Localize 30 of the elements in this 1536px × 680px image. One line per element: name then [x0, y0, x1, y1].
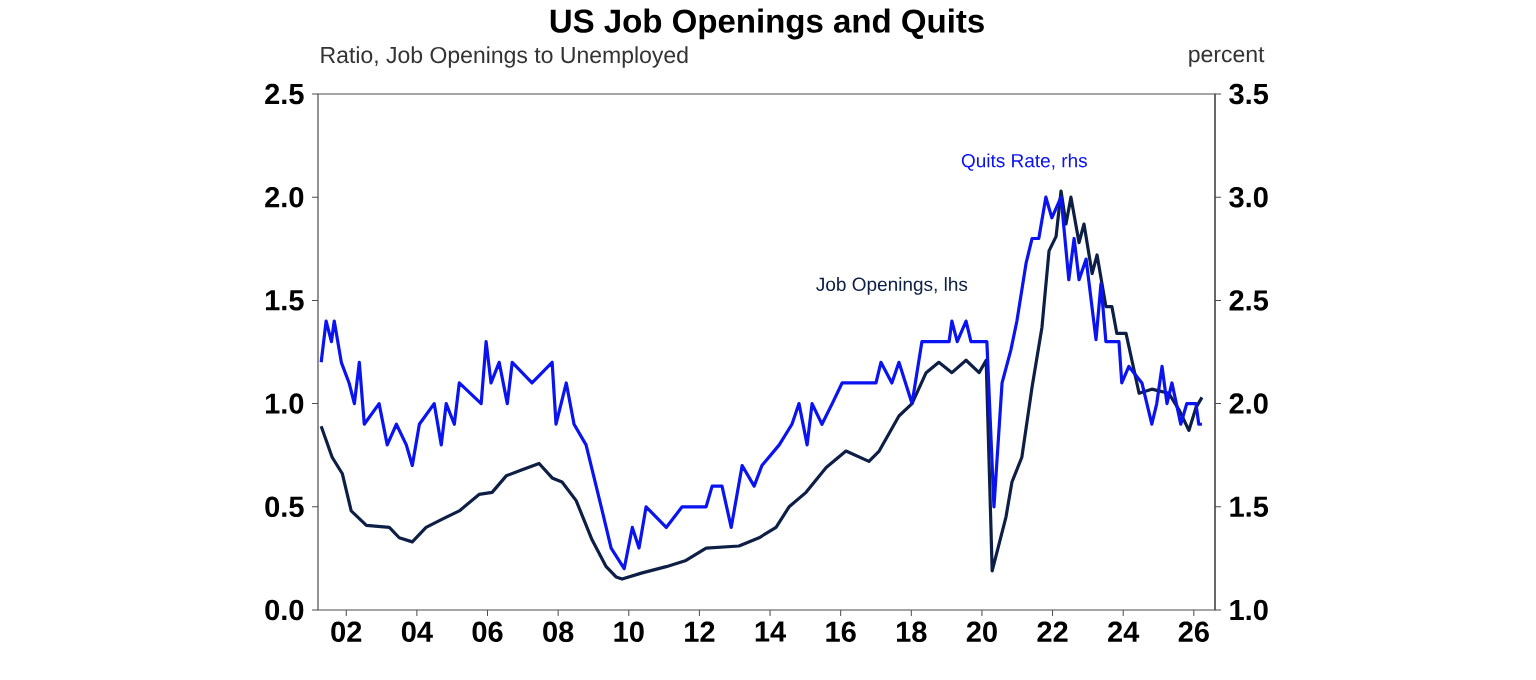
y2-tick-label: 1.0 — [1230, 599, 1268, 621]
y2-axis-title: percent — [1189, 47, 1265, 67]
chart-title: US Job Openings and Quits — [550, 8, 984, 40]
y2-tick-label: 2.5 — [1229, 290, 1269, 311]
x-tick-label: 06 — [472, 621, 503, 643]
y-tick-label: 1.0 — [265, 393, 304, 414]
x-tick-label: 18 — [896, 621, 927, 643]
y-tick-label: 0.0 — [265, 599, 304, 621]
x-tick-label: 16 — [826, 621, 856, 643]
x-tick-label: 26 — [1178, 621, 1209, 643]
y2-tick-label: 2.0 — [1229, 393, 1268, 414]
x-tick-label: 14 — [755, 621, 786, 642]
text: Job Openings, lhs — [816, 277, 968, 295]
x-tick-label: 10 — [614, 621, 644, 643]
x-tick-label: 04 — [401, 621, 433, 643]
x-tick-label: 22 — [1037, 621, 1068, 642]
y-tick-label: 2.5 — [265, 83, 304, 105]
x-tick-label: 12 — [685, 621, 715, 642]
y-axis-title: Ratio, Job Openings to Unemployed — [321, 46, 688, 68]
x-tick-label: 24 — [1108, 621, 1140, 642]
x-tick-label: 02 — [331, 621, 362, 643]
y2-tick-label: 1.5 — [1230, 496, 1269, 517]
y2-tick-label: 3.5 — [1229, 83, 1269, 105]
y-tick-label: 0.5 — [265, 496, 304, 518]
y2-tick-label: 3.0 — [1229, 186, 1268, 208]
y-tick-label: 2.0 — [265, 186, 304, 208]
series-label: Quits Rate, rhs — [961, 153, 1087, 171]
y-tick-label: 1.5 — [265, 290, 304, 311]
x-tick-label: 20 — [966, 621, 997, 643]
x-tick-label: 08 — [543, 621, 574, 643]
